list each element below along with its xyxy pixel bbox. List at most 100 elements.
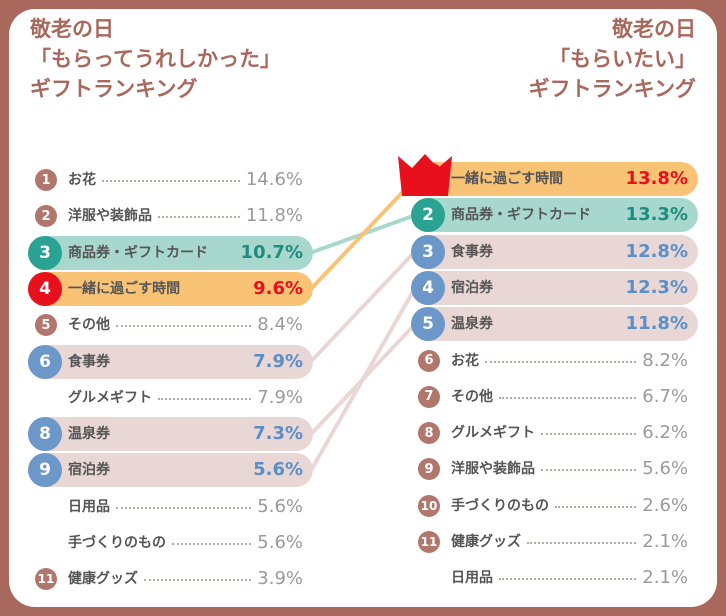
- leader-dots: [499, 578, 636, 581]
- percentage-value: 5.6%: [253, 459, 303, 481]
- gift-item-label: その他: [68, 317, 110, 334]
- left-ranking-row: 4 一緒に過ごす時間 9.6%: [28, 271, 313, 306]
- percentage-value: 13.3%: [625, 204, 688, 226]
- rank-badge: 6: [28, 344, 62, 379]
- right-ranking-row: 2 商品券・ギフトカード 13.3%: [411, 198, 698, 233]
- right-ranking-row: 9 洋服や装飾品 5.6%: [411, 452, 698, 486]
- gift-item-label: グルメギフト: [68, 389, 152, 406]
- leader-dots: [499, 396, 636, 399]
- percentage-value: 14.6%: [245, 169, 303, 190]
- left-ranking-row: グルメギフト 7.9%: [28, 381, 313, 415]
- row-highlight-band: [411, 198, 698, 233]
- gift-item-label: 健康グッズ: [68, 571, 138, 588]
- percentage-value: 11.8%: [245, 205, 303, 227]
- percentage-value: 7.9%: [253, 350, 303, 372]
- row-highlight-band: [28, 235, 313, 270]
- right-ranking-row: 11 健康グッズ 2.1%: [411, 525, 698, 559]
- right-title-line: 敬老の日: [612, 17, 696, 41]
- percentage-value: 7.9%: [257, 386, 303, 408]
- gift-item-label: 日用品: [68, 498, 110, 515]
- percentage-value: 2.6%: [642, 494, 688, 516]
- right-ranking-row: 4 宿泊券 12.3%: [411, 270, 698, 305]
- crown-icon: [398, 154, 452, 196]
- rank-badge: 7: [418, 385, 440, 408]
- percentage-value: 5.6%: [642, 458, 688, 480]
- rank-badge: 9: [28, 453, 62, 488]
- left-ranking-row: 9 宿泊券 5.6%: [28, 453, 313, 488]
- left-ranking-row: 3 商品券・ギフトカード 10.7%: [28, 235, 313, 270]
- left-title-line: 「もらってうれしかった」: [30, 47, 281, 71]
- left-ranking-row: 5 その他 8.4%: [28, 308, 313, 342]
- gift-item-label: 日用品: [451, 570, 493, 587]
- rank-badge: 1: [35, 169, 57, 191]
- percentage-value: 10.7%: [240, 241, 303, 263]
- left-ranking-row: 6 食事券 7.9%: [28, 344, 313, 379]
- right-ranking-row: 8 グルメギフト 6.2%: [411, 416, 698, 450]
- rank-badge: 2: [35, 205, 57, 228]
- left-ranking-row: 手づくりのもの 5.6%: [28, 526, 313, 560]
- percentage-value: 12.8%: [625, 240, 688, 262]
- left-title-line: 敬老の日: [30, 17, 114, 41]
- left-ranking-title: 敬老の日 「もらってうれしかった」 ギフトランキング: [30, 14, 281, 104]
- gift-item-label: 洋服や装飾品: [68, 208, 152, 225]
- connector-line: [309, 177, 417, 291]
- leader-dots: [485, 360, 636, 363]
- percentage-value: 6.7%: [642, 385, 688, 407]
- percentage-value: 2.1%: [642, 567, 688, 589]
- gift-item-label: グルメギフト: [451, 425, 535, 442]
- percentage-value: 13.8%: [625, 168, 688, 189]
- left-ranking-row: 1 お花 14.6%: [28, 163, 313, 197]
- gift-item-label: 一緒に過ごす時間: [68, 280, 181, 297]
- percentage-value: 6.2%: [642, 422, 688, 444]
- rank-badge: 4: [411, 270, 445, 305]
- percentage-value: 5.6%: [257, 532, 303, 553]
- gift-item-label: 洋服や装飾品: [451, 461, 535, 478]
- rank-badge: 3: [411, 234, 445, 269]
- leader-dots: [102, 180, 240, 182]
- percentage-value: 5.6%: [257, 495, 303, 517]
- leader-dots: [541, 469, 636, 472]
- row-highlight-band: [28, 344, 313, 379]
- left-ranking-row: 2 洋服や装飾品 11.8%: [28, 199, 313, 233]
- gift-item-label: お花: [68, 172, 96, 188]
- gift-item-label: 商品券・ギフトカード: [451, 207, 591, 224]
- right-ranking-row: 10 手づくりのもの 2.6%: [411, 489, 698, 523]
- percentage-value: 12.3%: [625, 276, 688, 298]
- right-ranking-row: 日用品 2.1%: [411, 561, 698, 595]
- right-ranking-row: 6 お花 8.2%: [411, 344, 698, 378]
- rank-badge: 8: [28, 417, 62, 452]
- leader-dots: [158, 397, 251, 400]
- rank-badge: 10: [418, 494, 440, 517]
- leader-dots: [172, 543, 251, 545]
- rank-badge: 3: [28, 235, 62, 270]
- connector-line: [309, 250, 417, 363]
- rank-badge: 5: [411, 307, 445, 342]
- gift-item-label: 温泉券: [68, 426, 110, 443]
- percentage-value: 8.4%: [257, 314, 303, 336]
- leader-dots: [158, 216, 240, 219]
- rank-badge: 11: [35, 568, 57, 591]
- rank-badge: 9: [418, 458, 440, 481]
- percentage-value: 3.9%: [257, 568, 303, 590]
- connector-line: [309, 286, 417, 472]
- right-ranking-row: 3 食事券 12.8%: [411, 234, 698, 269]
- leader-dots: [541, 433, 636, 436]
- gift-item-label: お花: [451, 352, 479, 369]
- left-title-line: ギフトランキング: [30, 77, 198, 101]
- rank-badge: 8: [418, 422, 440, 445]
- gift-item-label: 手づくりのもの: [451, 497, 549, 514]
- gift-item-label: 宿泊券: [451, 279, 493, 296]
- percentage-value: 9.6%: [253, 277, 303, 299]
- left-ranking-row: 11 健康グッズ 3.9%: [28, 562, 313, 596]
- gift-item-label: 食事券: [68, 353, 110, 370]
- rank-badge: 2: [411, 198, 445, 233]
- rank-badge: 11: [418, 531, 440, 553]
- gift-item-label: 手づくりのもの: [68, 535, 166, 551]
- gift-item-label: 商品券・ギフトカード: [68, 244, 208, 261]
- row-highlight-band: [28, 417, 313, 452]
- right-ranking-row: 7 その他 6.7%: [411, 380, 698, 414]
- percentage-value: 11.8%: [625, 313, 688, 335]
- leader-dots: [116, 506, 251, 509]
- percentage-value: 7.3%: [253, 423, 303, 445]
